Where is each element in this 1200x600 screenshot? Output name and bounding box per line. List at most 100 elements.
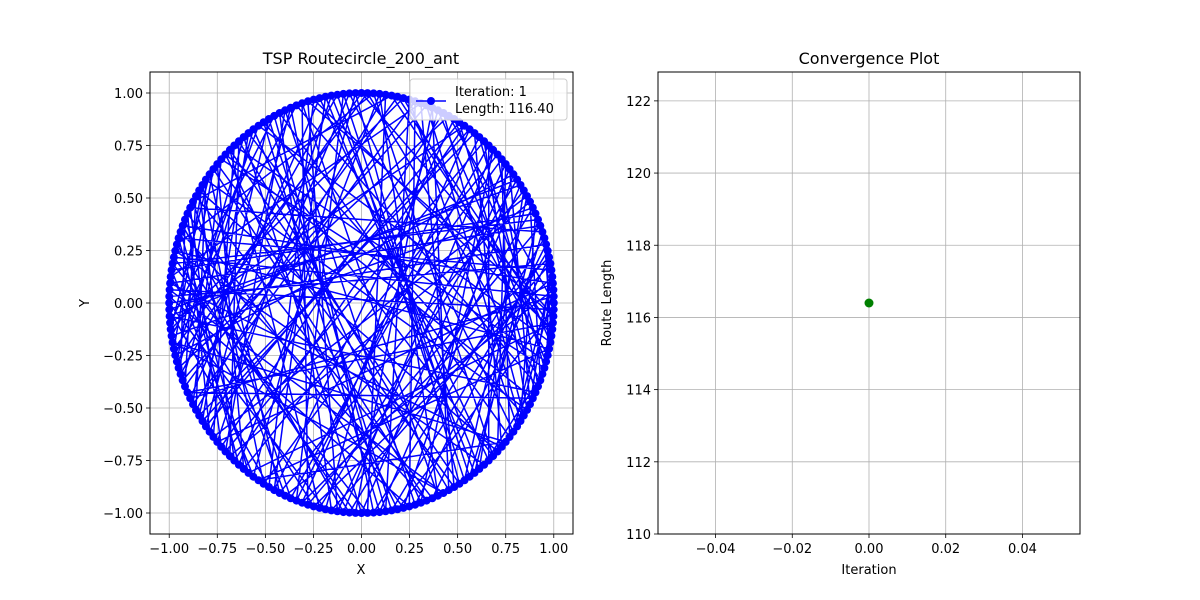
city-point xyxy=(547,266,556,275)
convergence-point xyxy=(864,298,874,308)
x-axis-label: Iteration xyxy=(841,563,896,578)
city-point xyxy=(549,312,558,321)
city-point xyxy=(549,305,558,314)
y-tick-label: −0.50 xyxy=(103,402,143,417)
city-point xyxy=(545,344,554,353)
y-tick-label: −1.00 xyxy=(103,507,143,522)
city-point xyxy=(363,508,372,517)
city-point xyxy=(165,299,174,307)
city-point xyxy=(351,508,360,517)
y-tick-label: 0.50 xyxy=(114,192,143,207)
city-point xyxy=(172,240,181,249)
city-point xyxy=(381,507,390,516)
city-point xyxy=(172,357,181,366)
city-point xyxy=(345,508,354,517)
city-point xyxy=(166,325,175,334)
x-tick-label: −0.25 xyxy=(294,542,334,557)
y-tick-label: 116 xyxy=(626,311,651,326)
y-tick-label: 1.00 xyxy=(114,87,143,102)
city-point xyxy=(176,370,185,379)
city-point xyxy=(167,266,176,275)
y-tick-label: 110 xyxy=(626,528,651,543)
city-point xyxy=(536,221,545,230)
y-tick-label: −0.25 xyxy=(103,350,143,365)
city-point xyxy=(548,318,557,327)
city-point xyxy=(548,272,557,281)
city-point xyxy=(169,344,178,353)
city-point xyxy=(168,338,177,347)
city-point xyxy=(543,351,552,360)
city-point xyxy=(542,240,551,249)
chart-title: TSP Routecircle_200_ant xyxy=(262,49,459,69)
city-point xyxy=(333,507,342,516)
x-tick-label: 0.75 xyxy=(491,542,520,557)
y-axis-ticks: −1.00 −0.75 −0.50 −0.25 0.00 0.25 0.50 0.75 1.00 xyxy=(103,87,150,522)
convergence-points xyxy=(864,298,874,308)
legend-entry-iteration: Iteration: 1 xyxy=(455,85,527,100)
city-point xyxy=(393,92,402,101)
city-point xyxy=(339,508,348,517)
tsp-route-chart: TSP Routecircle_200_ant −1.00 −0.75 −0.50 −… xyxy=(78,49,574,578)
y-tick-label: 112 xyxy=(626,456,651,471)
x-tick-label: 0.50 xyxy=(443,542,472,557)
city-point xyxy=(538,370,547,379)
x-axis-label: X xyxy=(357,563,366,578)
city-point xyxy=(345,89,354,98)
city-point xyxy=(363,89,372,98)
x-tick-label: −0.75 xyxy=(197,542,237,557)
x-tick-label: 0.25 xyxy=(395,542,424,557)
city-point xyxy=(543,246,552,255)
city-point xyxy=(542,357,551,366)
city-point xyxy=(546,259,555,268)
city-point xyxy=(548,325,557,334)
city-point xyxy=(531,388,540,397)
y-tick-label: 120 xyxy=(626,167,651,182)
city-point xyxy=(540,363,549,372)
city-point xyxy=(171,246,180,255)
city-point xyxy=(381,90,390,99)
city-point xyxy=(534,382,542,391)
city-point xyxy=(166,279,175,288)
city-point xyxy=(174,363,183,372)
city-point xyxy=(169,253,178,262)
chart-title: Convergence Plot xyxy=(799,49,940,68)
city-point xyxy=(327,91,336,100)
city-point xyxy=(171,351,180,360)
city-point xyxy=(181,382,189,391)
x-tick-label: −0.02 xyxy=(772,542,812,557)
convergence-chart: Convergence Plot −0.04 −0.02 0.00 0.02 0.04 … xyxy=(600,49,1081,578)
city-point xyxy=(166,272,175,281)
x-tick-label: 0.04 xyxy=(1008,542,1037,557)
y-tick-label: 114 xyxy=(626,384,651,399)
city-point xyxy=(534,215,542,224)
city-point xyxy=(183,209,192,218)
city-point xyxy=(538,227,547,236)
y-tick-label: 0.25 xyxy=(114,245,143,260)
city-point xyxy=(167,331,176,340)
x-axis-ticks: −1.00 −0.75 −0.50 −0.25 0.00 0.25 0.50 0.75 1.00 xyxy=(149,534,568,557)
city-point xyxy=(178,221,187,230)
city-point xyxy=(545,253,554,262)
city-point xyxy=(549,285,558,294)
city-point xyxy=(165,305,174,314)
city-point xyxy=(181,215,189,224)
legend-marker-swatch xyxy=(427,97,435,105)
y-tick-label: −0.75 xyxy=(103,455,143,470)
y-tick-label: 122 xyxy=(626,95,651,110)
city-point xyxy=(333,90,342,99)
city-point xyxy=(165,292,174,301)
city-point xyxy=(357,509,366,517)
city-point xyxy=(547,331,556,340)
city-point xyxy=(536,376,545,385)
city-point xyxy=(165,285,174,294)
city-point xyxy=(357,89,366,97)
city-point xyxy=(387,506,396,515)
city-point xyxy=(540,234,549,243)
city-markers xyxy=(165,89,558,517)
city-point xyxy=(549,292,558,301)
city-point xyxy=(375,508,384,517)
legend-box xyxy=(409,78,568,121)
city-point xyxy=(369,508,378,517)
x-tick-label: 1.00 xyxy=(539,542,568,557)
city-point xyxy=(168,259,177,268)
